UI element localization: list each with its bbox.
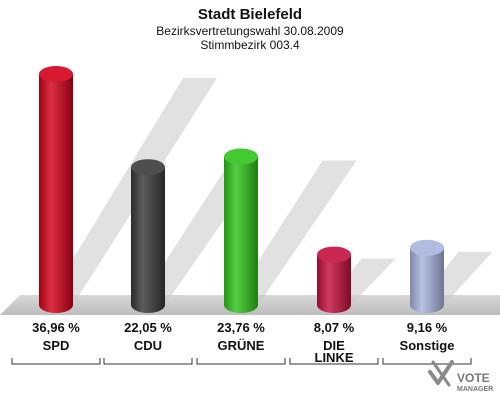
bar	[317, 246, 351, 313]
bars	[39, 66, 444, 313]
ballot-check-icon	[428, 360, 454, 387]
category-bracket	[103, 358, 193, 365]
category-label: GRÜNE	[218, 338, 265, 353]
value-label: 22,05 %	[124, 320, 172, 335]
value-labels: 36,96 % 22,05 % 23,76 % 8,07 % 9,16 %	[32, 320, 448, 335]
value-label: 23,76 %	[217, 320, 265, 335]
bar	[410, 239, 444, 313]
value-label: 8,07 %	[314, 320, 355, 335]
category-label: SPD	[43, 338, 70, 353]
category-bracket	[382, 358, 472, 365]
category-label: CDU	[134, 338, 162, 353]
category-bracket	[196, 358, 286, 365]
category-label: Sonstige	[400, 338, 455, 353]
logo-line1: VOTE	[457, 371, 490, 385]
value-label: 36,96 %	[32, 320, 80, 335]
bar	[39, 66, 73, 313]
bar	[131, 159, 165, 313]
chart-subtitle-2: Stimmbezirk 003.4	[200, 38, 300, 52]
logo-line2: MANAGER	[457, 386, 493, 393]
bar-shadow	[230, 160, 357, 305]
category-bracket	[11, 358, 101, 365]
category-label: DIE	[323, 338, 345, 353]
chart-subtitle-1: Bezirksvertretungswahl 30.08.2009	[156, 24, 344, 38]
value-label: 9,16 %	[407, 320, 448, 335]
category-bracket	[289, 358, 379, 365]
category-label: LINKE	[315, 350, 354, 365]
vote-manager-logo: VOTE MANAGER	[428, 360, 493, 393]
bar	[224, 148, 258, 313]
chart-title: Stadt Bielefeld	[198, 6, 302, 23]
